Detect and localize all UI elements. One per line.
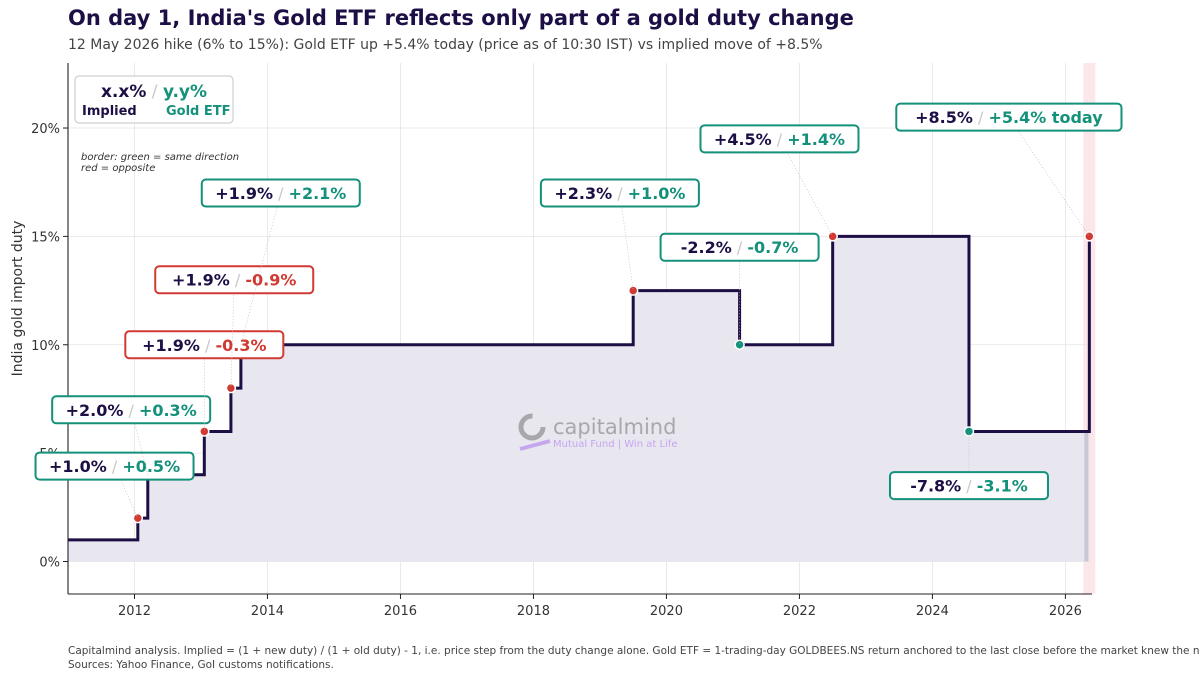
- y-tick-label: 20%: [31, 122, 60, 137]
- legend-implied-sample: x.x%: [101, 82, 146, 102]
- legend-sample: x.x% / y.y%: [101, 82, 207, 102]
- event-label: +2.3% / +1.0%: [554, 184, 685, 203]
- watermark-logo-icon: [518, 413, 546, 441]
- event-label: +1.9% / -0.3%: [142, 336, 266, 355]
- x-tick-label: 2012: [118, 604, 151, 619]
- event-label: +1.0% / +0.5%: [49, 457, 180, 476]
- etf-value: -0.9%: [245, 271, 296, 290]
- implied-value: -7.8%: [910, 477, 961, 496]
- watermark-swoosh-icon: [519, 439, 551, 451]
- x-tick-label: 2022: [783, 604, 816, 619]
- event-dot: [199, 426, 210, 437]
- legend-separator: /: [146, 82, 163, 102]
- implied-value: +1.0%: [49, 457, 107, 476]
- value-separator: /: [973, 108, 989, 127]
- event-label-box: [895, 102, 1123, 132]
- event-label: +1.9% / -0.9%: [172, 271, 296, 290]
- event-label-box: [888, 471, 1049, 501]
- etf-value: +0.3%: [139, 401, 197, 420]
- value-separator: /: [123, 401, 139, 420]
- etf-value: +0.5%: [122, 457, 180, 476]
- y-tick-label: 0%: [39, 555, 60, 570]
- leader-line: [619, 192, 634, 291]
- axes: 201220142016201820202022202420260%5%10%1…: [10, 63, 1092, 619]
- footer-line-1: Capitalmind analysis. Implied = (1 + new…: [68, 645, 1200, 657]
- watermark-tagline: Mutual Fund | Win at Life: [553, 439, 677, 450]
- value-separator: /: [273, 184, 289, 203]
- etf-value: -0.7%: [747, 238, 798, 257]
- value-separator: /: [961, 477, 977, 496]
- leader-line: [240, 192, 282, 345]
- event-label-box: [200, 178, 361, 208]
- value-separator: /: [200, 336, 216, 355]
- y-tick-label: 10%: [31, 339, 60, 354]
- watermark-brand: capitalmind: [553, 415, 676, 439]
- event-label: +4.5% / +1.4%: [714, 130, 845, 149]
- x-tick-label: 2024: [916, 604, 949, 619]
- etf-value: +5.4% today: [988, 108, 1103, 127]
- y-tick-label: 15%: [31, 230, 60, 245]
- event-label-box: [124, 330, 285, 360]
- implied-value: +2.0%: [66, 401, 124, 420]
- implied-value: +4.5%: [714, 130, 772, 149]
- legend-note-line-1: border: green = same direction: [81, 152, 239, 163]
- value-separator: /: [772, 130, 788, 149]
- etf-value: -3.1%: [977, 477, 1028, 496]
- value-separator: /: [107, 457, 123, 476]
- x-tick-label: 2016: [384, 604, 417, 619]
- legend-box: [74, 75, 234, 124]
- event-label: -2.2% / -0.7%: [681, 238, 799, 257]
- event-dot: [132, 512, 144, 524]
- chart-title: On day 1, India's Gold ETF reflects only…: [68, 6, 854, 30]
- legend: x.x% / y.y% Implied Gold ETF border: green …: [74, 75, 239, 174]
- x-tick-label: 2020: [650, 604, 683, 619]
- event-label: +1.9% / +2.1%: [215, 184, 346, 203]
- etf-value: -0.3%: [215, 336, 266, 355]
- value-separator: /: [732, 238, 748, 257]
- implied-value: -2.2%: [681, 238, 732, 257]
- leader-line: [130, 409, 149, 475]
- value-separator: /: [230, 271, 246, 290]
- etf-value: +1.4%: [787, 130, 845, 149]
- implied-value: +8.5%: [915, 108, 973, 127]
- leader-line: [779, 138, 833, 237]
- event-label-box: [659, 232, 820, 262]
- etf-value: +2.1%: [289, 184, 347, 203]
- implied-value: +2.3%: [554, 184, 612, 203]
- leader-line: [1008, 116, 1090, 237]
- event-labels: +1.0% / +0.5%+2.0% / +0.3%+1.9% / -0.3%+…: [34, 102, 1123, 519]
- chart-subtitle: 12 May 2026 hike (6% to 15%): Gold ETF u…: [68, 37, 823, 53]
- x-tick-label: 2026: [1049, 604, 1082, 619]
- footer-line-2: Sources: Yahoo Finance, GoI customs noti…: [68, 659, 334, 671]
- footer-note: Capitalmind analysis. Implied = (1 + new…: [68, 644, 1200, 672]
- implied-value: +1.9%: [172, 271, 230, 290]
- legend-etf-label: Gold ETF: [166, 104, 231, 119]
- implied-value: +1.9%: [142, 336, 200, 355]
- event-label-box: [34, 451, 195, 481]
- y-axis-label: India gold import duty: [10, 221, 26, 377]
- legend-etf-sample: y.y%: [163, 82, 207, 102]
- event-label-box: [154, 265, 315, 295]
- event-dot: [1084, 231, 1095, 242]
- leader-line: [230, 279, 235, 389]
- legend-implied-label: Implied: [82, 104, 137, 119]
- event-label: +8.5% / +5.4% today: [915, 108, 1103, 127]
- event-label: -7.8% / -3.1%: [910, 477, 1028, 496]
- value-separator: /: [612, 184, 628, 203]
- x-tick-label: 2014: [251, 604, 284, 619]
- etf-value: +1.0%: [628, 184, 686, 203]
- event-label-box: [699, 124, 860, 154]
- legend-note-line-2: red = opposite: [81, 163, 155, 174]
- event-label: +2.0% / +0.3%: [66, 401, 197, 420]
- event-dot: [627, 285, 639, 296]
- event-label-box: [539, 178, 700, 208]
- x-tick-label: 2018: [517, 604, 550, 619]
- implied-value: +1.9%: [215, 184, 273, 203]
- event-label-box: [51, 395, 212, 425]
